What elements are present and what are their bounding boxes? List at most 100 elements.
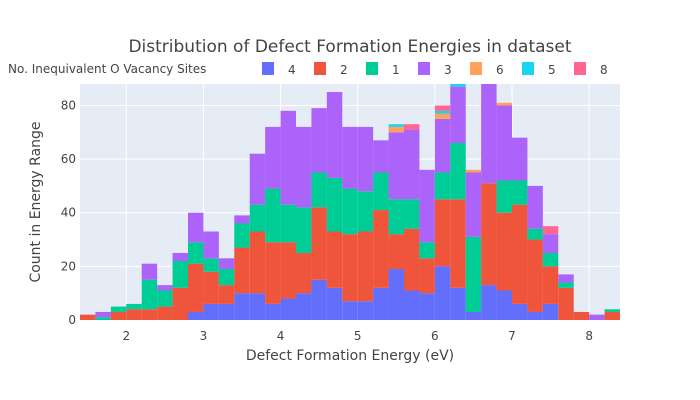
y-tick-label: 40 [61, 206, 76, 220]
bar-segment [450, 84, 466, 87]
bar-segment [203, 258, 219, 272]
bar-segment [512, 204, 528, 304]
bar-segment [388, 132, 404, 200]
bar-segment [419, 258, 435, 294]
bar-segment [141, 279, 158, 310]
bar-segment [450, 143, 466, 200]
bar-segment [126, 303, 142, 310]
bar-segment [110, 311, 127, 320]
bar-segment [218, 258, 235, 270]
bar-segment [496, 290, 512, 320]
bar-segment [573, 311, 590, 320]
x-tick-label: 8 [585, 329, 593, 343]
bar-segment [126, 309, 142, 320]
x-tick-label: 2 [122, 329, 130, 343]
bar-segment [95, 311, 111, 318]
bar-segment [95, 317, 111, 320]
bar-segment [465, 311, 482, 320]
bar-segment [172, 287, 188, 320]
bar-segment [203, 271, 219, 304]
bar-segment [311, 172, 327, 208]
bar-segment [496, 105, 512, 181]
bar-segment [419, 242, 435, 259]
bar-segment [481, 84, 497, 184]
bar-segment [342, 126, 358, 189]
legend-label: 1 [392, 63, 400, 77]
legend-swatch [418, 62, 430, 75]
bar-segment [481, 285, 497, 320]
legend-label: 3 [444, 63, 452, 77]
bar-segment [265, 303, 281, 320]
bar-segment [357, 231, 374, 302]
bar-segment [249, 231, 266, 294]
bar-segment [188, 263, 204, 312]
bar-segment [265, 188, 281, 243]
bar-segment [342, 234, 358, 302]
bar-segment [357, 191, 374, 232]
bar-segment [296, 207, 312, 253]
bar-segment [527, 185, 543, 229]
bar-segment [280, 242, 296, 299]
bar-segment [434, 113, 451, 119]
bar-segment [265, 126, 281, 189]
bar-segment [512, 303, 528, 320]
bar-segment [357, 301, 374, 320]
bar-segment [558, 287, 574, 320]
legend-label: 8 [600, 63, 608, 77]
bar-segment [218, 285, 235, 304]
bar-segment [558, 282, 574, 288]
legend-swatch [366, 62, 378, 75]
bar-segment [157, 285, 173, 291]
bar-segment [450, 199, 466, 288]
bar-segment [326, 177, 343, 232]
bar-segment [280, 298, 296, 320]
x-tick-label: 7 [508, 329, 516, 343]
bar-segment [434, 266, 451, 320]
bar-segment [512, 180, 528, 205]
bar-segment [496, 180, 512, 213]
bar-segment [249, 153, 266, 205]
bar-segment [434, 199, 451, 267]
x-ticks: 2 3 4 5 6 7 8 [122, 329, 592, 343]
bar-segment [527, 228, 543, 240]
bar-segment [296, 293, 312, 320]
y-tick-label: 60 [61, 152, 76, 166]
bar-segment [465, 169, 482, 173]
bar-segment [388, 234, 404, 270]
bar-segment [404, 129, 420, 200]
bar-segment [234, 223, 250, 248]
bar-segment [157, 306, 173, 320]
bar-segment [342, 301, 358, 320]
bar-segment [265, 242, 281, 304]
bar-segment [357, 126, 374, 192]
legend-title: No. Inequivalent O Vacancy Sites [8, 62, 206, 76]
bar-segment [342, 188, 358, 235]
bar-segment [542, 252, 559, 267]
bar-segment [542, 226, 559, 235]
bar-segment [296, 252, 312, 294]
bar-segment [404, 228, 420, 291]
bar-segment [203, 303, 219, 320]
bar-segment [388, 126, 404, 133]
bar-segment [157, 290, 173, 307]
bar-segment [218, 303, 235, 320]
bar-segment [465, 236, 482, 312]
bar-segment [218, 269, 235, 286]
x-axis-label: Defect Formation Energy (eV) [246, 348, 454, 364]
bar-segment [311, 279, 327, 320]
bar-segment [388, 269, 404, 320]
y-tick-label: 0 [68, 313, 76, 327]
bar-segment [234, 293, 250, 320]
bar-segment [326, 231, 343, 288]
bar-segment [542, 266, 559, 304]
bar-segment [326, 287, 343, 320]
bar-segment [527, 311, 543, 320]
bar-segment [280, 204, 296, 243]
bar-segment [450, 287, 466, 320]
bar-segment [311, 207, 327, 280]
bar-segment [496, 102, 512, 106]
bar-segment [326, 92, 343, 178]
bar-segment [188, 212, 204, 243]
bar-segment [249, 293, 266, 320]
